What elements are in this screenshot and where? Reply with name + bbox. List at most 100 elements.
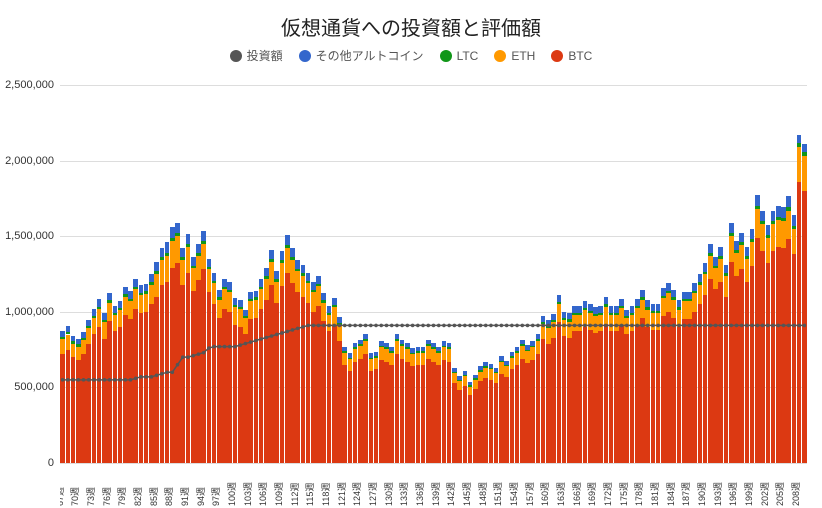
- bar-segment-ltc: [395, 339, 400, 341]
- bar-segment-eth: [656, 313, 661, 330]
- bar-segment-btc: [468, 395, 473, 463]
- bar-segment-ltc: [776, 217, 781, 220]
- bar-segment-ltc: [494, 372, 499, 374]
- bar-segment-eth: [635, 308, 640, 325]
- bar-segment-eth: [802, 156, 807, 191]
- bar-segment-eth: [750, 242, 755, 266]
- bar-segment-alt: [107, 293, 112, 301]
- bar-segment-alt: [457, 376, 462, 380]
- bar-segment-ltc: [227, 290, 232, 292]
- bar-segment-ltc: [682, 299, 687, 301]
- x-tick-label: 130週: [382, 482, 395, 506]
- bar-segment-btc: [180, 285, 185, 463]
- bar-segment-eth: [781, 221, 786, 248]
- bar-segment-eth: [274, 282, 279, 303]
- bar-segment-btc: [295, 292, 300, 463]
- bar-segment-ltc: [651, 311, 656, 313]
- bar-segment-eth: [797, 147, 802, 182]
- bar-segment-alt: [144, 284, 149, 292]
- bar-segment-btc: [207, 292, 212, 463]
- bar-segment-ltc: [755, 206, 760, 209]
- bar-segment-btc: [645, 327, 650, 463]
- bar-segment-eth: [760, 224, 765, 251]
- bar-segment-ltc: [598, 313, 603, 315]
- bar-segment-ltc: [327, 313, 332, 315]
- bar-segment-alt: [546, 320, 551, 326]
- bar-segment-alt: [442, 341, 447, 346]
- bar-segment-btc: [154, 297, 159, 463]
- bar-segment-ltc: [384, 347, 389, 349]
- bar-segment-ltc: [551, 320, 556, 322]
- x-tick-label: 97週: [209, 487, 222, 506]
- bar-segment-alt: [369, 353, 374, 358]
- bar-segment-btc: [348, 371, 353, 463]
- bar-segment-ltc: [243, 316, 248, 318]
- bar-segment-ltc: [353, 347, 358, 349]
- bar-segment-btc: [651, 330, 656, 463]
- bar-segment-ltc: [295, 269, 300, 271]
- bar-segment-eth: [384, 349, 389, 362]
- bar-segment-btc: [797, 182, 802, 463]
- bar-segment-ltc: [358, 344, 363, 346]
- bar-segment-ltc: [123, 294, 128, 296]
- bar-segment-btc: [165, 282, 170, 463]
- bar-segment-btc: [745, 282, 750, 463]
- bar-segment-eth: [285, 248, 290, 272]
- bar-segment-eth: [739, 245, 744, 269]
- bar-segment-btc: [149, 304, 154, 463]
- bar-segment-eth: [478, 372, 483, 382]
- x-tick-label: 82週: [131, 487, 144, 506]
- bar-segment-eth: [562, 320, 567, 336]
- bar-segment-ltc: [81, 338, 86, 340]
- bar-segment-ltc: [321, 300, 326, 302]
- legend-swatch: [494, 50, 506, 62]
- x-tick-label: 151週: [491, 482, 504, 506]
- bar-segment-btc: [379, 360, 384, 463]
- bar-segment-alt: [431, 343, 436, 348]
- bar-segment-ltc: [337, 323, 342, 325]
- bar-segment-ltc: [713, 266, 718, 268]
- bar-segment-eth: [107, 303, 112, 321]
- bar-segment-eth: [766, 238, 771, 264]
- bar-segment-alt: [598, 306, 603, 313]
- bar-segment-btc: [426, 359, 431, 463]
- legend-label: LTC: [457, 49, 479, 63]
- bar-segment-btc: [191, 291, 196, 463]
- bar-segment-alt: [264, 268, 269, 276]
- x-tick-label: 199週: [742, 482, 755, 506]
- bar-segment-eth: [369, 359, 374, 370]
- bar-segment-eth: [405, 349, 410, 362]
- bar-segment-ltc: [708, 253, 713, 256]
- bar-segment-btc: [572, 331, 577, 463]
- legend-label: BTC: [568, 49, 592, 63]
- y-tick-label: 2,000,000: [0, 155, 54, 167]
- bar-segment-eth: [217, 300, 222, 318]
- bar-segment-eth: [316, 286, 321, 306]
- x-tick-label: 181週: [648, 482, 661, 506]
- bar-segment-alt: [269, 250, 274, 259]
- plot-area: [60, 85, 807, 463]
- bar-segment-ltc: [745, 256, 750, 259]
- bar-segment-alt: [436, 347, 441, 352]
- bar-segment-alt: [734, 241, 739, 250]
- bar-segment-ltc: [557, 302, 562, 304]
- bar-segment-alt: [71, 336, 76, 341]
- x-tick-label: 118週: [319, 483, 332, 506]
- bar-segment-alt: [295, 260, 300, 268]
- bar-segment-alt: [348, 353, 353, 358]
- bar-segment-eth: [567, 322, 572, 338]
- bar-segment-alt: [222, 279, 227, 287]
- bar-segment-btc: [530, 360, 535, 463]
- bar-segment-alt: [160, 248, 165, 258]
- bar-segment-ltc: [499, 361, 504, 363]
- bar-segment-eth: [698, 285, 703, 305]
- bar-segment-btc: [483, 378, 488, 463]
- bar-segment-ltc: [212, 281, 217, 283]
- bar-segment-alt: [321, 293, 326, 301]
- bar-segment-alt: [651, 304, 656, 311]
- bar-segment-ltc: [541, 322, 546, 324]
- bar-segment-alt: [353, 343, 358, 348]
- bar-segment-ltc: [348, 358, 353, 360]
- bar-segment-btc: [280, 286, 285, 463]
- bar-segment-alt: [405, 343, 410, 348]
